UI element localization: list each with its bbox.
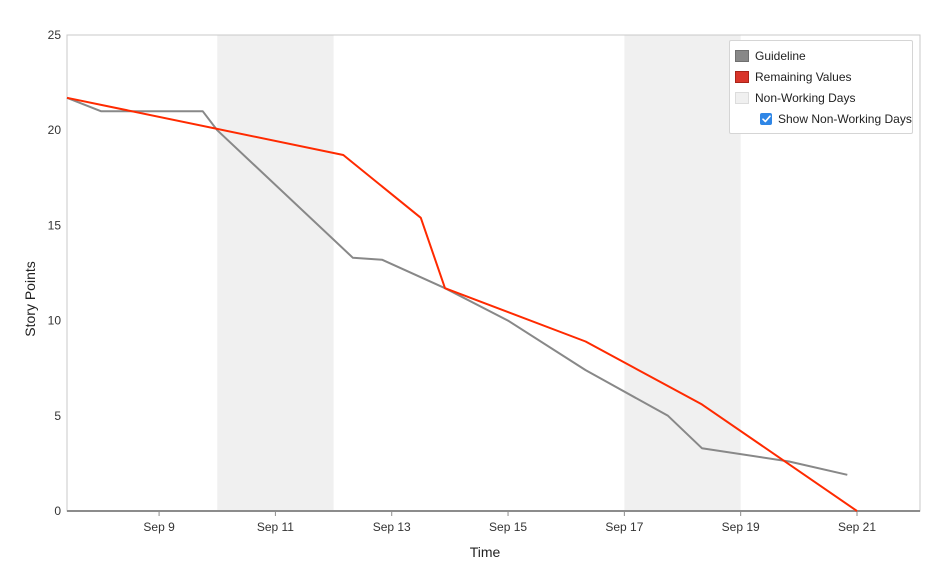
y-tick-label: 15: [48, 218, 62, 232]
chart-legend: Guideline Remaining Values Non-Working D…: [729, 40, 913, 134]
y-tick-label: 20: [48, 123, 62, 137]
show-non-working-days-toggle[interactable]: Show Non-Working Days: [730, 108, 912, 129]
y-tick-label: 10: [48, 314, 62, 328]
non-working-band-1: [217, 35, 334, 511]
legend-label-non-working-days: Non-Working Days: [755, 90, 856, 105]
x-tick-label: Sep 15: [489, 520, 527, 534]
series-lines: [66, 96, 858, 512]
y-tick-label: 5: [54, 409, 61, 423]
legend-item-guideline[interactable]: Guideline: [730, 45, 912, 66]
x-tick-label: Sep 21: [838, 520, 876, 534]
x-axis-title: Time: [470, 544, 501, 560]
non-working-band-2: [624, 35, 741, 511]
y-axis-title: Story Points: [22, 261, 38, 336]
remaining-values-line: [66, 96, 858, 512]
remaining-values-swatch: [735, 70, 749, 83]
x-axis-ticks: Sep 9 Sep 11 Sep 13 Sep 15 Sep 17 Sep 19 Sep 2…: [143, 511, 876, 534]
show-non-working-days-label: Show Non-Working Days: [778, 111, 912, 126]
x-tick-label: Sep 17: [605, 520, 643, 534]
legend-item-non-working-days[interactable]: Non-Working Days: [730, 87, 912, 108]
x-tick-label: Sep 11: [257, 520, 294, 534]
y-tick-label: 0: [54, 504, 61, 518]
y-tick-label: 25: [48, 28, 62, 42]
legend-label-remaining-values: Remaining Values: [755, 69, 852, 84]
legend-label-guideline: Guideline: [755, 48, 806, 63]
non-working-days-swatch: [735, 91, 749, 104]
checkmark-icon: [761, 114, 771, 122]
non-working-day-bands: [217, 35, 741, 511]
x-tick-label: Sep 19: [722, 520, 760, 534]
guideline-swatch: [735, 49, 749, 62]
x-tick-label: Sep 13: [373, 520, 411, 534]
x-tick-label: Sep 9: [143, 520, 175, 534]
show-non-working-days-checkbox[interactable]: [760, 112, 772, 125]
y-axis-ticks: 0 5 10 15 20 25: [48, 28, 62, 518]
legend-item-remaining-values[interactable]: Remaining Values: [730, 66, 912, 87]
